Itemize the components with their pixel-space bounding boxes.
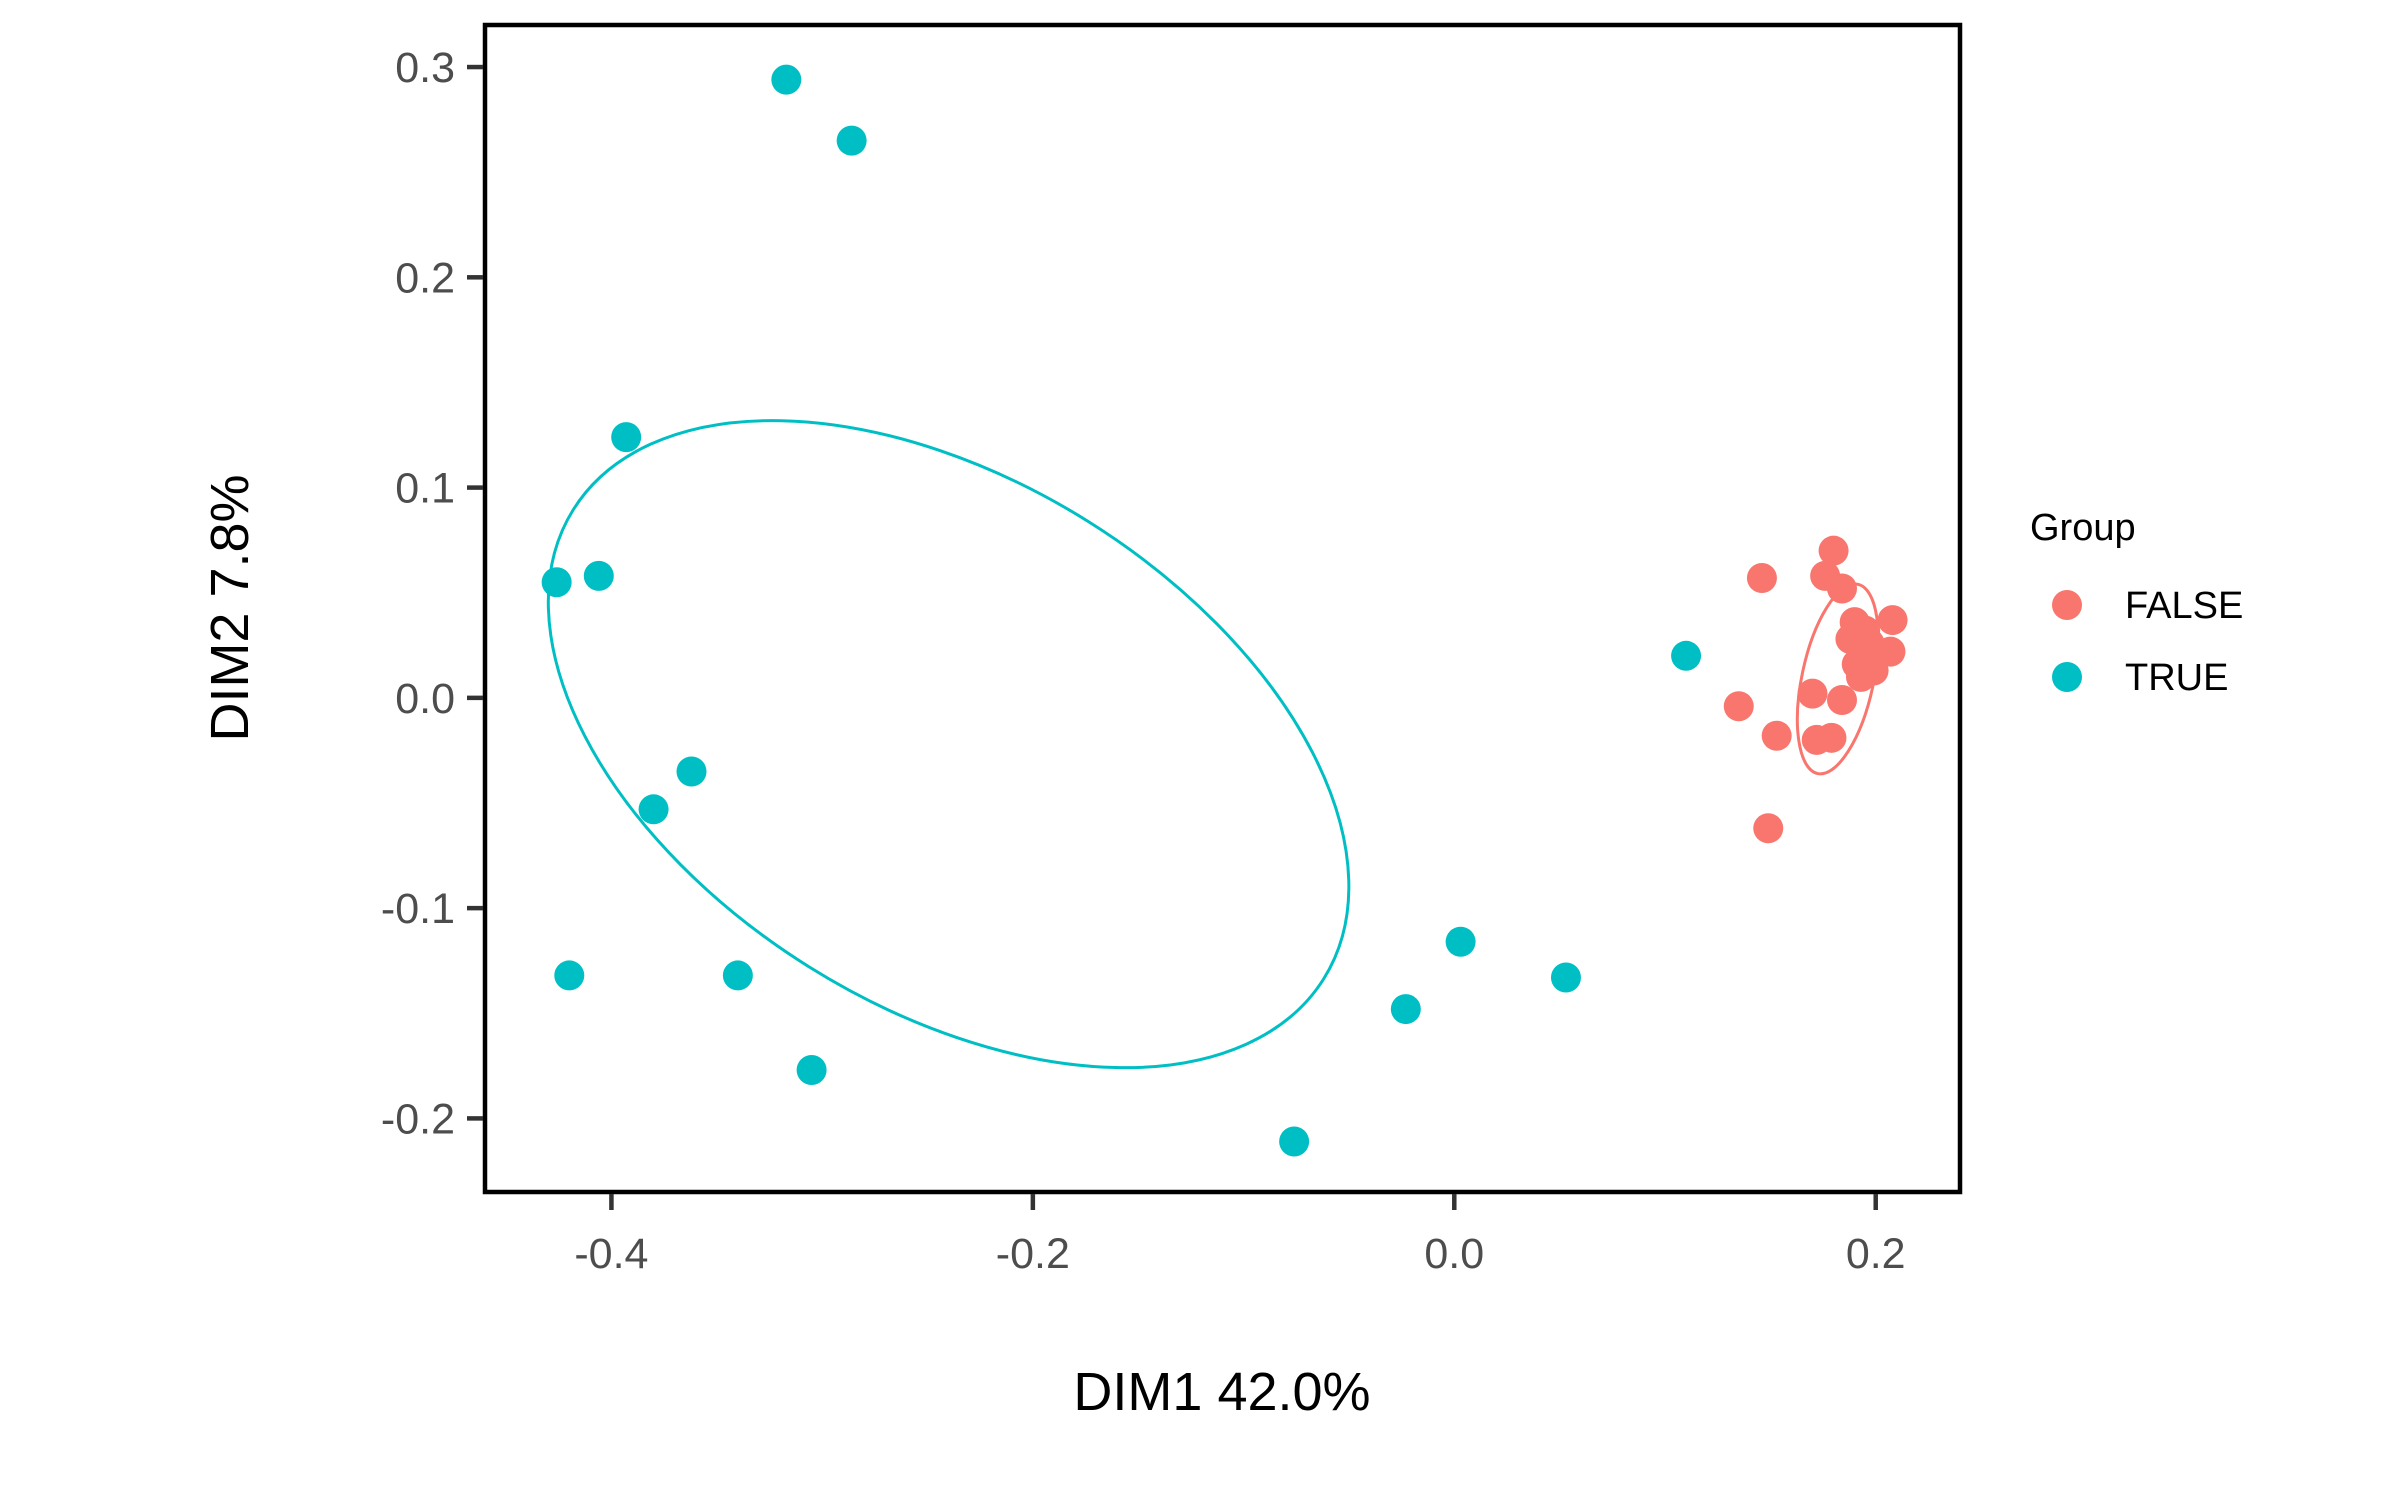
point-false-16 [1761, 720, 1792, 751]
y-axis: -0.2 -0.1 0.0 0.1 0.2 0.3 [381, 44, 483, 1143]
point-true-0 [771, 64, 802, 95]
x-tick-label-0: -0.4 [574, 1230, 648, 1278]
point-true-7 [554, 960, 585, 991]
point-false-0 [1818, 535, 1849, 566]
data-points [541, 64, 1908, 1157]
point-true-1 [836, 125, 867, 156]
legend: Group FALSE TRUE [2030, 507, 2243, 699]
ellipse-true [546, 419, 1351, 1070]
confidence-ellipses [546, 419, 1880, 1070]
y-tick-label-5: 0.3 [395, 44, 455, 92]
point-true-14 [1279, 1126, 1310, 1157]
point-false-19 [1753, 813, 1784, 844]
x-tick-label-3: 0.2 [1846, 1230, 1906, 1278]
point-true-10 [1671, 640, 1702, 671]
x-axis-title: DIM1 42.0% [1073, 1362, 1370, 1422]
point-true-4 [583, 560, 614, 591]
point-false-15 [1723, 691, 1754, 722]
point-true-3 [541, 567, 572, 598]
point-true-13 [1390, 994, 1421, 1025]
y-tick-label-4: 0.2 [395, 254, 455, 302]
point-false-4 [1877, 605, 1908, 636]
ellipse-false [1795, 582, 1880, 776]
y-tick-label-3: 0.1 [395, 465, 455, 513]
point-true-6 [638, 794, 669, 825]
x-tick-label-1: -0.2 [996, 1230, 1070, 1278]
point-true-9 [796, 1055, 827, 1086]
point-false-14 [1827, 684, 1857, 715]
plot-panel [482, 22, 1963, 1195]
y-tick-label-2: 0.0 [395, 675, 455, 723]
y-tick-label-1: -0.1 [381, 885, 455, 933]
legend-title: Group [2030, 507, 2136, 549]
point-false-1 [1746, 563, 1777, 594]
x-axis: -0.4 -0.2 0.0 0.2 [574, 1194, 1906, 1278]
point-true-5 [676, 756, 707, 787]
y-tick-label-0: -0.2 [381, 1095, 455, 1143]
legend-key-true [2052, 662, 2082, 692]
x-tick-label-2: 0.0 [1424, 1230, 1484, 1278]
point-false-12 [1845, 661, 1876, 692]
point-false-18 [1816, 722, 1847, 753]
point-false-13 [1797, 678, 1828, 709]
legend-label-false: FALSE [2125, 585, 2243, 627]
point-true-11 [1445, 926, 1476, 957]
y-axis-title: DIM2 7.8% [200, 474, 260, 741]
legend-label-true: TRUE [2125, 657, 2228, 699]
legend-key-false [2052, 590, 2082, 620]
point-false-3 [1827, 573, 1857, 604]
point-true-2 [611, 422, 642, 453]
point-true-8 [722, 960, 753, 991]
point-true-12 [1550, 962, 1581, 993]
